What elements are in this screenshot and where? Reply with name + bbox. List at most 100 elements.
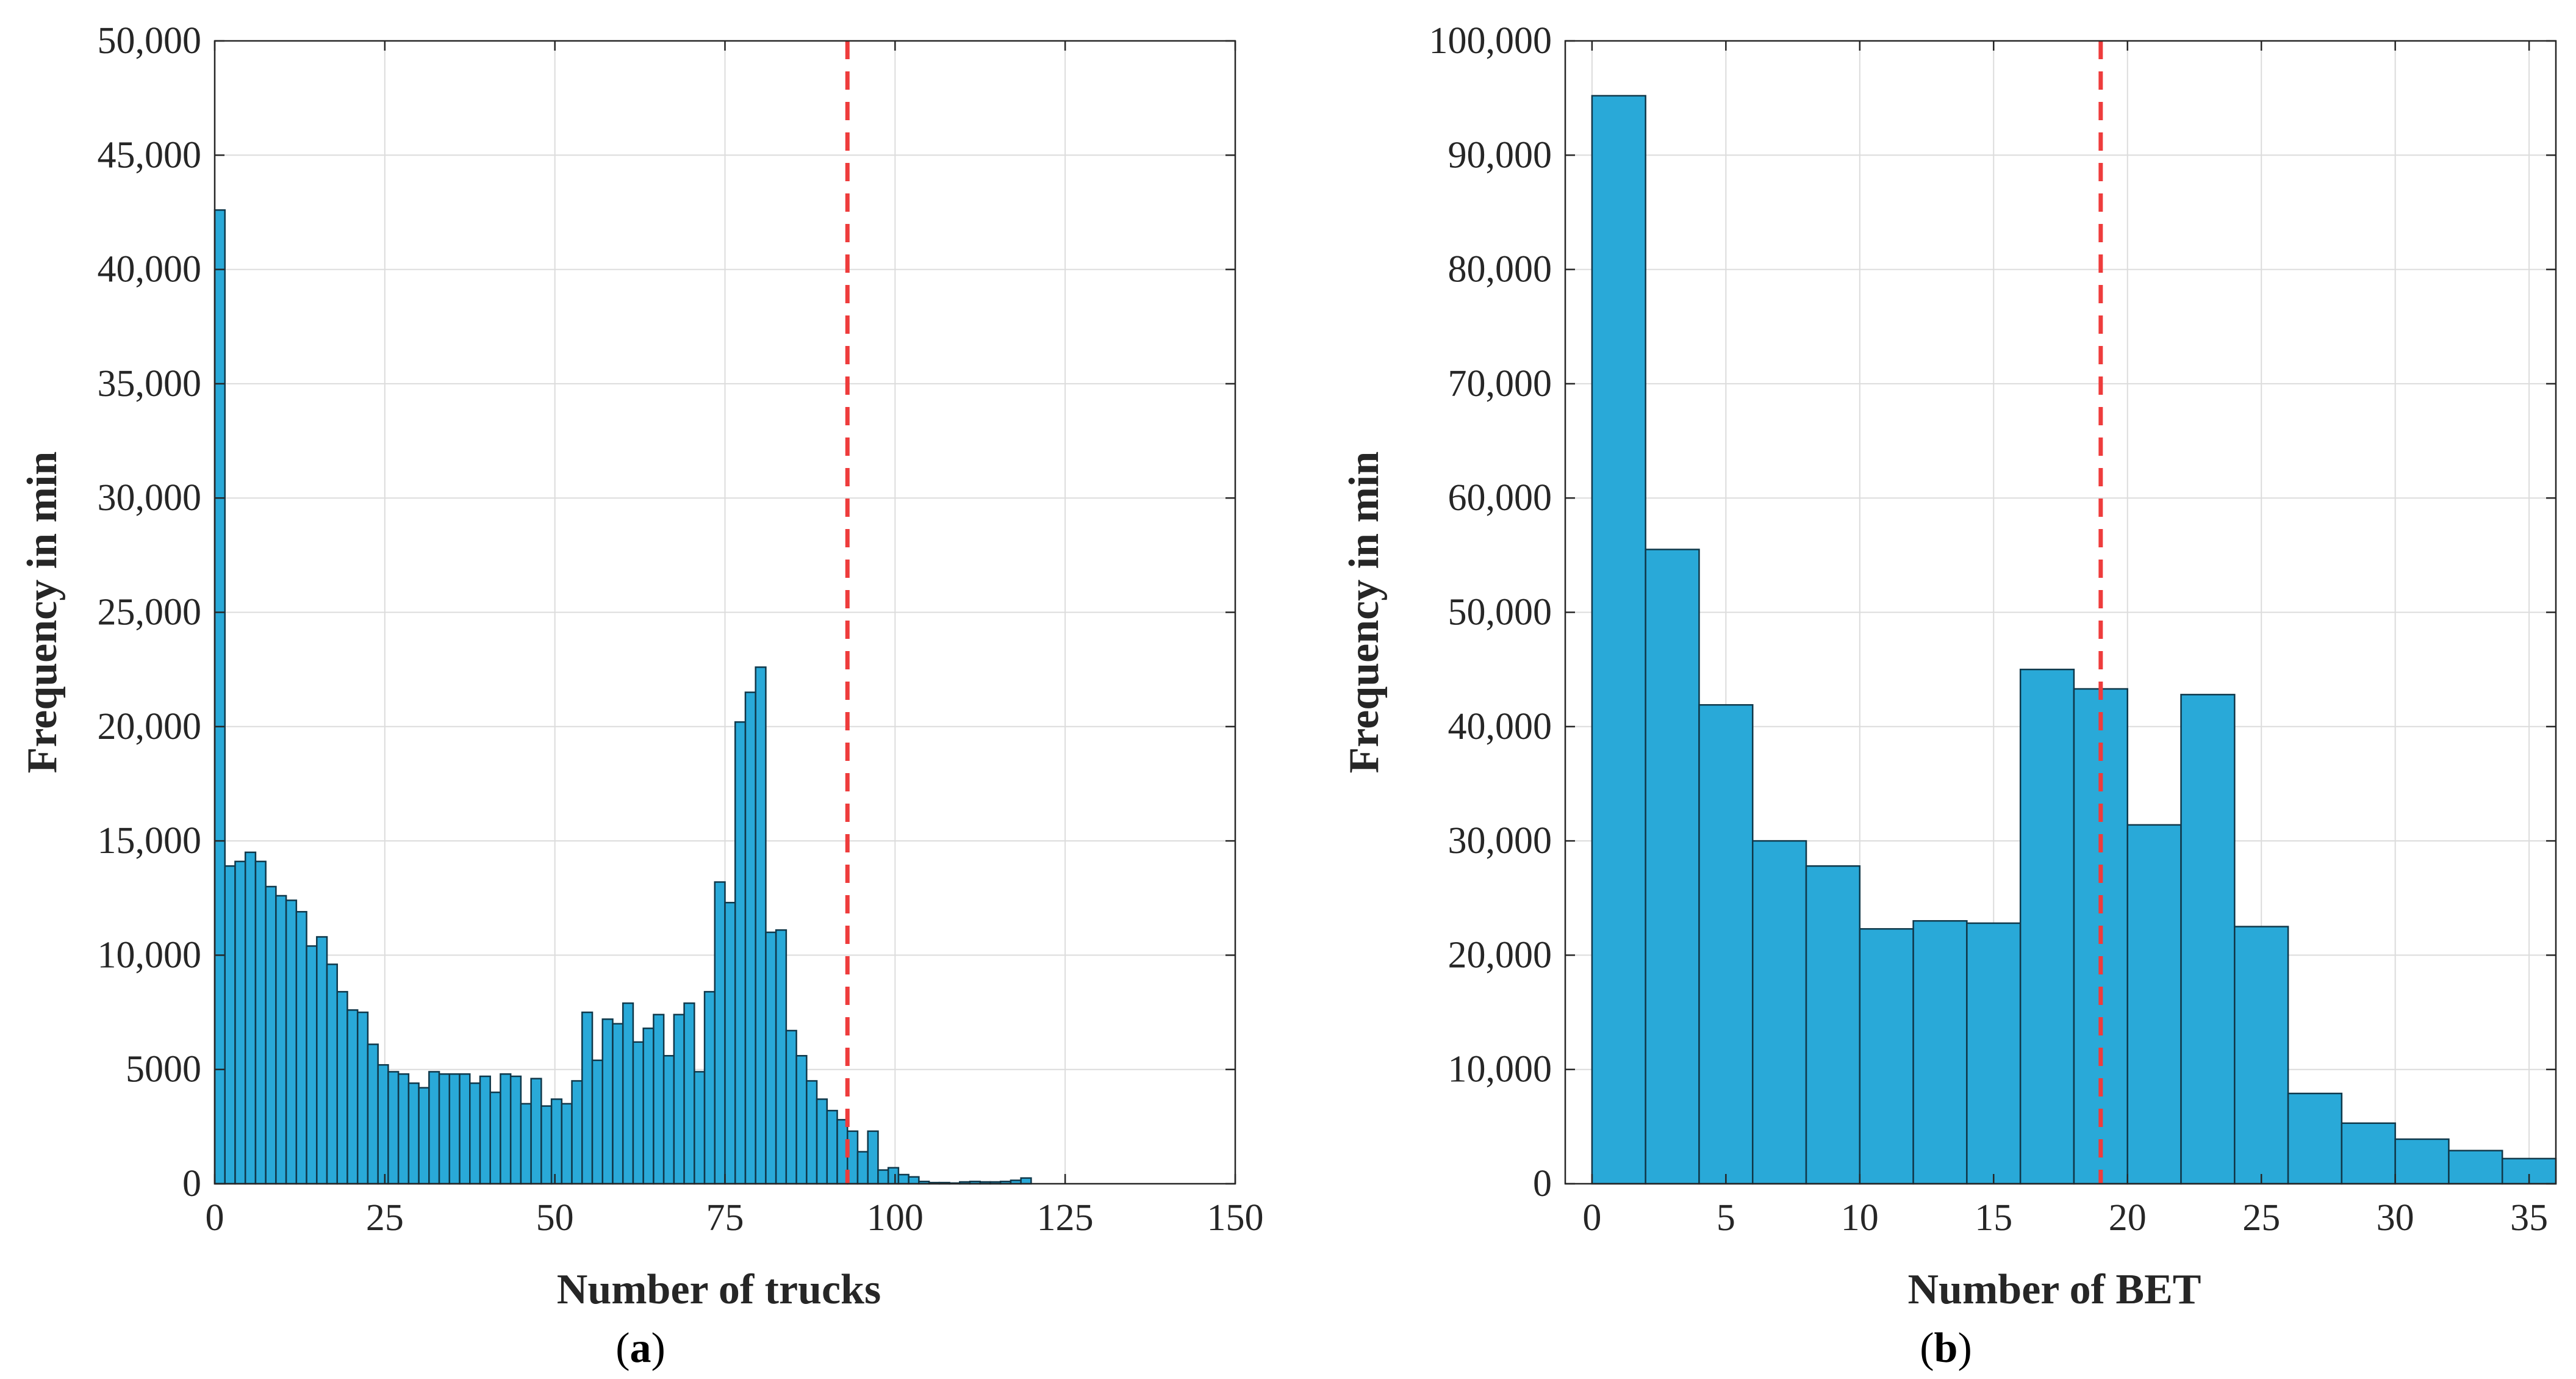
histogram-bar	[887, 1167, 900, 1185]
histogram-bar	[1912, 920, 1968, 1185]
histogram-bar	[479, 1075, 491, 1185]
histogram-bar	[448, 1073, 461, 1185]
x-tick-label: 5	[1717, 1197, 1735, 1239]
x-tick-label: 30	[2377, 1197, 2414, 1239]
histogram-bar	[897, 1173, 909, 1185]
x-tick-label: 25	[366, 1197, 404, 1239]
y-tick-label: 25,000	[98, 592, 202, 633]
x-tick-label: 0	[206, 1197, 224, 1239]
histogram-bar	[285, 899, 298, 1185]
y-tick-label: 45,000	[98, 134, 202, 176]
histogram-bar	[1698, 704, 1754, 1185]
histogram-bar	[1751, 840, 1807, 1185]
histogram-bar	[755, 666, 767, 1185]
histogram-bar	[1805, 865, 1861, 1185]
histogram-bar	[714, 881, 726, 1185]
histogram-bar	[356, 1011, 369, 1185]
histogram-bar	[744, 691, 756, 1185]
histogram-bar	[2180, 694, 2236, 1185]
histogram-bar	[326, 963, 339, 1185]
histogram-bar	[407, 1082, 420, 1185]
histogram-bar	[2341, 1122, 2396, 1185]
panel-b-histogram: 0 5 10 15 20 25 30 35 0 10,000 20,000 30,000 40,000 5…	[1341, 20, 2557, 1372]
y-tick-label: 50,000	[98, 20, 202, 62]
x-axis-title: Number of BET	[1908, 1266, 2201, 1313]
y-tick-label: 0	[1533, 1163, 1552, 1204]
histogram-bar	[826, 1109, 838, 1185]
histogram-bar	[571, 1080, 583, 1185]
histogram-bar	[1020, 1177, 1032, 1185]
histogram-bar	[530, 1078, 542, 1185]
panel-caption: (a)	[615, 1325, 666, 1372]
histogram-bar	[2019, 668, 2075, 1185]
histogram-bar	[591, 1059, 603, 1185]
histogram-bar	[795, 1054, 808, 1185]
histogram-bar	[867, 1130, 879, 1185]
histogram-bar	[469, 1082, 481, 1185]
panel-a-histogram: 0 25 50 75 100 125 150 0 5000 10,000 15,000 20,000 2…	[19, 20, 1264, 1372]
y-axis-title: Frequency in min	[19, 452, 66, 774]
y-tick-label: 80,000	[1448, 249, 1552, 290]
y-tick-label: 40,000	[1448, 706, 1552, 747]
y-tick-label: 35,000	[98, 363, 202, 405]
histogram-bar	[673, 1014, 685, 1185]
y-axis-title: Frequency in min	[1341, 452, 1388, 774]
histogram-bar	[459, 1073, 471, 1185]
y-tick-label: 90,000	[1448, 134, 1552, 176]
y-tick-label: 5000	[126, 1049, 201, 1090]
y-tick-label: 30,000	[98, 477, 202, 519]
histogram-bar	[316, 936, 328, 1185]
histogram-bar	[622, 1002, 634, 1185]
histogram-bar	[1859, 928, 1914, 1185]
histogram-bar	[377, 1064, 389, 1185]
x-tick-label: 75	[706, 1197, 744, 1239]
histogram-bar	[213, 209, 226, 1185]
y-tick-label: 20,000	[98, 706, 202, 747]
histogram-bar	[336, 991, 348, 1185]
x-tick-label: 50	[536, 1197, 574, 1239]
y-tick-label: 20,000	[1448, 934, 1552, 976]
x-tick-label: 35	[2510, 1197, 2548, 1239]
histogram-bar	[2394, 1138, 2450, 1185]
histogram-bar	[509, 1075, 522, 1185]
histogram-bar	[500, 1073, 512, 1185]
histogram-bar	[612, 1023, 624, 1185]
x-tick-label: 150	[1207, 1197, 1264, 1239]
y-tick-label: 10,000	[98, 934, 202, 976]
histogram-bar	[694, 1071, 706, 1185]
histogram-bar	[642, 1028, 655, 1185]
histogram-bar	[806, 1080, 818, 1185]
histogram-bar	[550, 1098, 563, 1185]
histogram-bar	[244, 851, 257, 1185]
histogram-bar	[295, 910, 307, 1185]
histogram-bar	[438, 1073, 451, 1185]
histogram-bar	[632, 1041, 644, 1185]
histogram-bar	[489, 1091, 501, 1185]
histogram-bar	[734, 721, 747, 1185]
histogram-bar	[816, 1098, 828, 1185]
x-tick-label: 125	[1037, 1197, 1094, 1239]
histogram-bar	[581, 1011, 594, 1185]
histogram-bar	[540, 1105, 553, 1185]
y-tick-label: 15,000	[98, 820, 202, 862]
histogram-bar	[877, 1169, 889, 1185]
histogram-bar	[653, 1014, 665, 1185]
y-tick-label: 30,000	[1448, 820, 1552, 862]
histogram-bar	[2448, 1150, 2503, 1185]
histogram-bar	[2126, 824, 2182, 1185]
y-tick-label: 70,000	[1448, 363, 1552, 405]
y-tick-label: 10,000	[1448, 1049, 1552, 1090]
histogram-bar	[2287, 1092, 2343, 1185]
histogram-bar	[775, 929, 788, 1185]
histogram-bar	[234, 860, 246, 1185]
histogram-bar	[765, 931, 777, 1185]
histogram-bar	[265, 885, 277, 1185]
histogram-bar	[418, 1087, 430, 1185]
histogram-bar	[908, 1176, 920, 1185]
histogram-bar	[520, 1103, 532, 1185]
histogram-bar	[1645, 549, 1700, 1185]
histogram-bar	[703, 991, 716, 1185]
y-tick-label: 100,000	[1429, 20, 1552, 62]
histogram-bar	[785, 1029, 797, 1185]
histogram-bar	[1966, 922, 2022, 1185]
